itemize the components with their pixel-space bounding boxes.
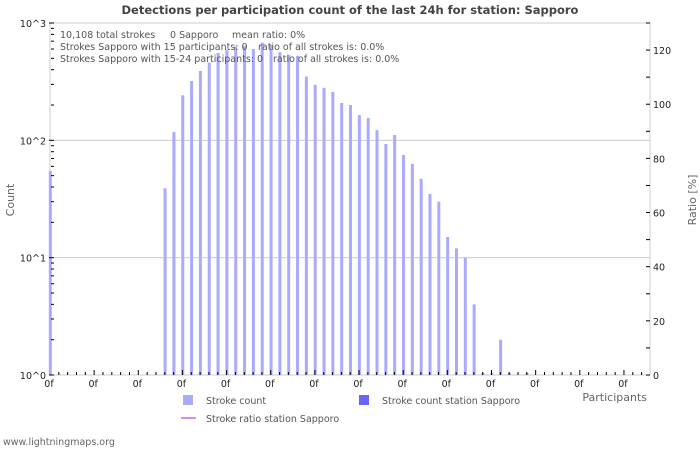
y-right-tick-label: 100 (653, 100, 671, 111)
bar (172, 131, 176, 375)
bar (251, 49, 255, 376)
x-axis-title: Participants (582, 391, 647, 404)
x-tick-label: 0f (265, 379, 275, 390)
bars (48, 42, 529, 376)
x-tick-label: 0f (398, 379, 408, 390)
bar (384, 144, 388, 375)
x-tick-label: 0f (133, 379, 143, 390)
x-tick-label: 0f (530, 379, 540, 390)
bar (357, 115, 361, 375)
x-tick-label: 0f (353, 379, 363, 390)
bar (48, 170, 52, 375)
legend-station-ratio: Stroke ratio station Sapporo (206, 414, 339, 425)
footer-site: www.lightningmaps.org (3, 437, 115, 448)
bar (366, 118, 370, 375)
bar (269, 44, 273, 375)
y-tick-label: 10^0 (20, 371, 46, 382)
y-right-tick-label: 20 (653, 317, 665, 328)
y-right-tick-label: 40 (653, 263, 665, 274)
bar (225, 49, 229, 376)
bar (287, 54, 291, 375)
bar (216, 53, 220, 375)
bar (243, 45, 247, 376)
bar (454, 248, 458, 375)
y-right-axis-title: Ratio [%] (686, 175, 699, 226)
info-total: 10,108 total strokes (60, 30, 155, 41)
bar (499, 339, 503, 375)
bar (260, 42, 264, 376)
bar (331, 92, 335, 375)
bar (446, 237, 450, 375)
x-tick-label: 0f (309, 379, 319, 390)
info-15-ratio: ratio of all strokes is: 0.0% (258, 42, 384, 53)
bar (393, 135, 397, 375)
bar (340, 103, 344, 375)
axes: 10^0 10^1 10^2 10^3 0 20 40 60 80 100 120 0f 0f 0f 0f 0… (20, 19, 671, 390)
info-mean-ratio: mean ratio: 0% (232, 30, 305, 41)
bar (349, 105, 353, 375)
legend-stroke-count: Stroke count (206, 396, 266, 407)
bar (163, 188, 167, 375)
y-tick-label: 10^1 (20, 254, 46, 265)
info-15-24-participants: Strokes Sapporo with 15-24 participants:… (60, 54, 263, 65)
bar (472, 304, 476, 375)
bar (410, 163, 414, 375)
y-right-tick-label: 80 (653, 154, 665, 165)
y-right-tick-label: 0 (653, 371, 659, 382)
bar (419, 178, 423, 375)
bar (181, 95, 185, 375)
legend-station-count: Stroke count station Sapporo (382, 396, 520, 407)
bar (207, 62, 211, 375)
bar (296, 55, 300, 375)
bar (428, 193, 432, 375)
bar (190, 81, 194, 375)
bar (322, 87, 326, 375)
x-tick-label: 0f (177, 379, 187, 390)
bar (198, 70, 202, 375)
y-tick-label: 10^3 (20, 19, 46, 30)
legend-station-count-swatch (359, 395, 369, 405)
info-15-participants: Strokes Sapporo with 15 participants: 0 (60, 42, 248, 53)
y-tick-label: 10^2 (20, 136, 46, 147)
info-15-24-ratio: ratio of all strokes is: 0.0% (273, 54, 399, 65)
y-axis-title: Count (4, 183, 17, 216)
bar (313, 84, 317, 375)
x-tick-label: 0f (88, 379, 98, 390)
x-tick-label: 0f (44, 379, 54, 390)
bar (375, 130, 379, 375)
x-tick-label: 0f (486, 379, 496, 390)
legend-stroke-count-swatch (183, 395, 193, 405)
chart-title: Detections per participation count of th… (121, 3, 579, 17)
x-tick-label: 0f (574, 379, 584, 390)
bar (402, 154, 405, 375)
bar (304, 76, 308, 375)
y-right-tick-label: 60 (653, 209, 665, 220)
bar (437, 201, 441, 375)
bar (234, 46, 238, 376)
bar (278, 52, 282, 375)
x-tick-label: 0f (618, 379, 628, 390)
bar (463, 257, 467, 375)
x-tick-label: 0f (442, 379, 452, 390)
info-box: 10,108 total strokes 0 Sapporo mean rati… (60, 30, 399, 65)
legend: Stroke count Stroke count station Sappor… (181, 395, 520, 425)
y-right-tick-label: 120 (653, 46, 671, 57)
info-station: 0 Sapporo (170, 30, 218, 41)
x-tick-label: 0f (221, 379, 231, 390)
